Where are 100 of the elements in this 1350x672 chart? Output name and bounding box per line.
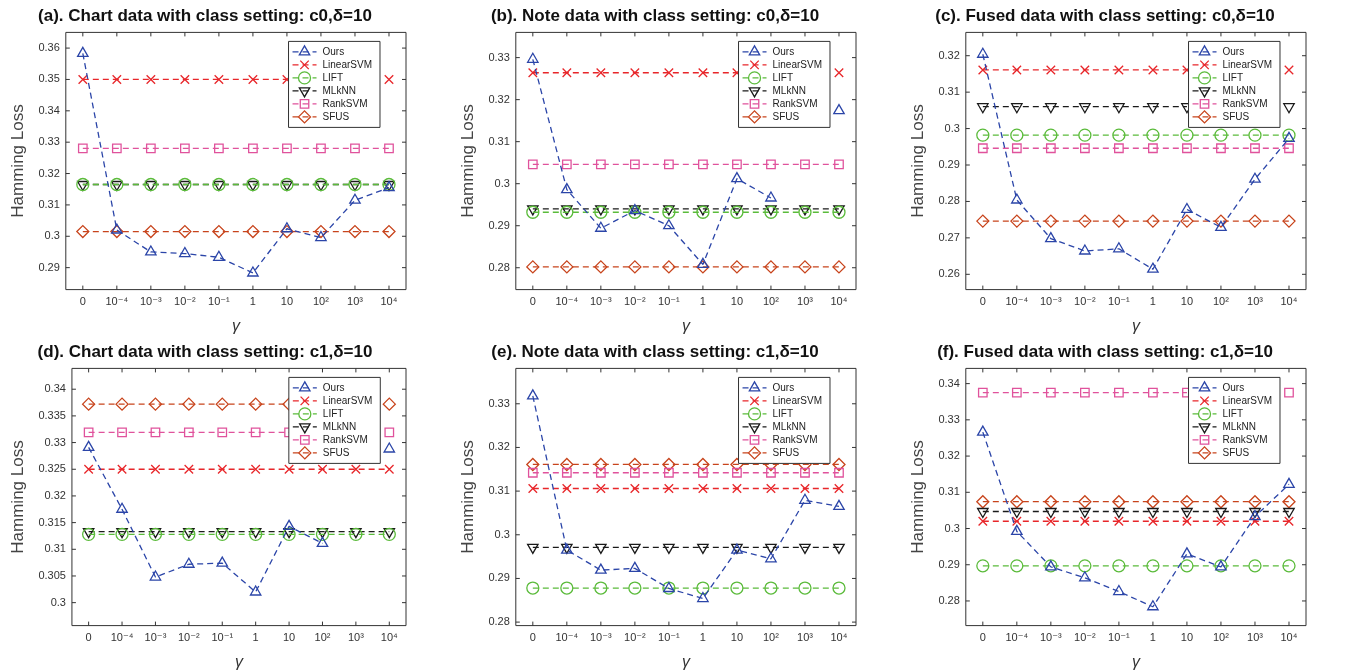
point bbox=[696, 260, 710, 274]
point bbox=[664, 467, 674, 478]
point bbox=[629, 483, 640, 494]
x-tick-label: 10⁻² bbox=[174, 295, 197, 308]
y-tick-label: 0.34 bbox=[938, 376, 960, 389]
point bbox=[1112, 128, 1126, 142]
y-tick-label: 0.34 bbox=[44, 382, 66, 395]
point bbox=[560, 260, 574, 274]
point bbox=[1284, 387, 1294, 398]
point bbox=[764, 581, 778, 595]
x-tick-label: 1 bbox=[252, 631, 259, 644]
point bbox=[696, 581, 710, 595]
point bbox=[730, 457, 744, 472]
x-tick-label: 10³ bbox=[347, 631, 365, 644]
y-tick-label: 0.29 bbox=[38, 260, 60, 273]
point bbox=[766, 159, 776, 170]
x-tick-label: 10⁻⁴ bbox=[105, 295, 129, 308]
point bbox=[1010, 524, 1023, 536]
point bbox=[732, 483, 742, 494]
x-tick-label: 10⁻¹ bbox=[208, 295, 231, 308]
point bbox=[145, 245, 157, 256]
y-tick-label: 0.3 bbox=[494, 176, 510, 189]
point bbox=[833, 543, 845, 555]
y-tick-label: 0.36 bbox=[38, 41, 60, 54]
point bbox=[1146, 559, 1160, 573]
point bbox=[144, 224, 158, 239]
x-tick-label: 10 bbox=[730, 631, 744, 644]
point bbox=[1113, 242, 1125, 253]
legend-label: LIFT bbox=[322, 71, 344, 83]
point bbox=[595, 563, 607, 574]
point bbox=[798, 581, 812, 595]
point bbox=[595, 483, 606, 494]
y-tick-label: 0.35 bbox=[38, 72, 60, 85]
x-axis-title: γ bbox=[231, 316, 241, 334]
point bbox=[527, 467, 538, 478]
point bbox=[730, 260, 744, 274]
point bbox=[351, 464, 361, 475]
point bbox=[250, 464, 261, 475]
x-tick-label: 10⁴ bbox=[1280, 631, 1298, 644]
point bbox=[527, 67, 538, 78]
x-tick-label: 0 bbox=[979, 631, 986, 644]
point bbox=[316, 143, 326, 154]
x-tick-label: 10² bbox=[763, 295, 780, 308]
point bbox=[629, 67, 640, 78]
y-tick-label: 0.3 bbox=[944, 121, 960, 134]
x-tick-label: 10 bbox=[280, 295, 294, 308]
point bbox=[698, 483, 708, 494]
point bbox=[1045, 103, 1057, 114]
y-tick-label: 0.33 bbox=[44, 435, 66, 448]
x-tick-label: 0 bbox=[85, 631, 92, 644]
point bbox=[382, 224, 396, 239]
point bbox=[629, 467, 640, 478]
point bbox=[1214, 214, 1228, 228]
point bbox=[832, 457, 846, 472]
point bbox=[384, 427, 395, 438]
point bbox=[1010, 559, 1024, 573]
y-tick-label: 0.33 bbox=[938, 412, 960, 425]
point bbox=[1180, 495, 1194, 509]
point bbox=[595, 467, 606, 478]
point bbox=[110, 223, 123, 234]
point bbox=[217, 427, 228, 438]
point bbox=[1148, 143, 1158, 154]
y-axis-title: Hamming Loss bbox=[7, 104, 27, 218]
point bbox=[1079, 244, 1091, 255]
point bbox=[179, 246, 191, 258]
point bbox=[1283, 507, 1295, 519]
point bbox=[832, 260, 846, 274]
point bbox=[1148, 387, 1158, 398]
point bbox=[179, 143, 190, 154]
x-tick-label: 1 bbox=[249, 295, 256, 308]
legend-label: SFUS bbox=[772, 110, 800, 122]
point bbox=[148, 397, 163, 411]
point bbox=[1079, 516, 1090, 527]
x-tick-label: 10⁴ bbox=[830, 295, 848, 308]
point bbox=[1214, 495, 1228, 509]
point bbox=[1113, 507, 1125, 519]
point bbox=[1214, 128, 1228, 142]
y-tick-label: 0.32 bbox=[488, 440, 510, 453]
point bbox=[1148, 65, 1158, 75]
point bbox=[595, 221, 607, 232]
point bbox=[145, 143, 156, 154]
point bbox=[1044, 128, 1058, 142]
y-axis-title: Hamming Loss bbox=[457, 104, 477, 218]
legend-label: Ours bbox=[322, 45, 345, 57]
x-tick-label: 10³ bbox=[1247, 631, 1264, 644]
point bbox=[214, 143, 224, 154]
x-axis-title: γ bbox=[1131, 652, 1141, 670]
point bbox=[1112, 214, 1126, 228]
point bbox=[977, 387, 988, 398]
point bbox=[976, 507, 989, 519]
point bbox=[1283, 103, 1295, 114]
x-tick-label: 10⁻³ bbox=[590, 631, 613, 644]
point bbox=[1250, 143, 1260, 154]
point bbox=[976, 559, 990, 573]
chart-title: (e). Note data with class setting: c1,δ=10 bbox=[491, 341, 819, 361]
point bbox=[81, 397, 96, 411]
legend-label: MLkNN bbox=[322, 420, 357, 432]
y-tick-label: 0.31 bbox=[38, 197, 60, 210]
point bbox=[182, 397, 196, 411]
point bbox=[1284, 516, 1294, 527]
